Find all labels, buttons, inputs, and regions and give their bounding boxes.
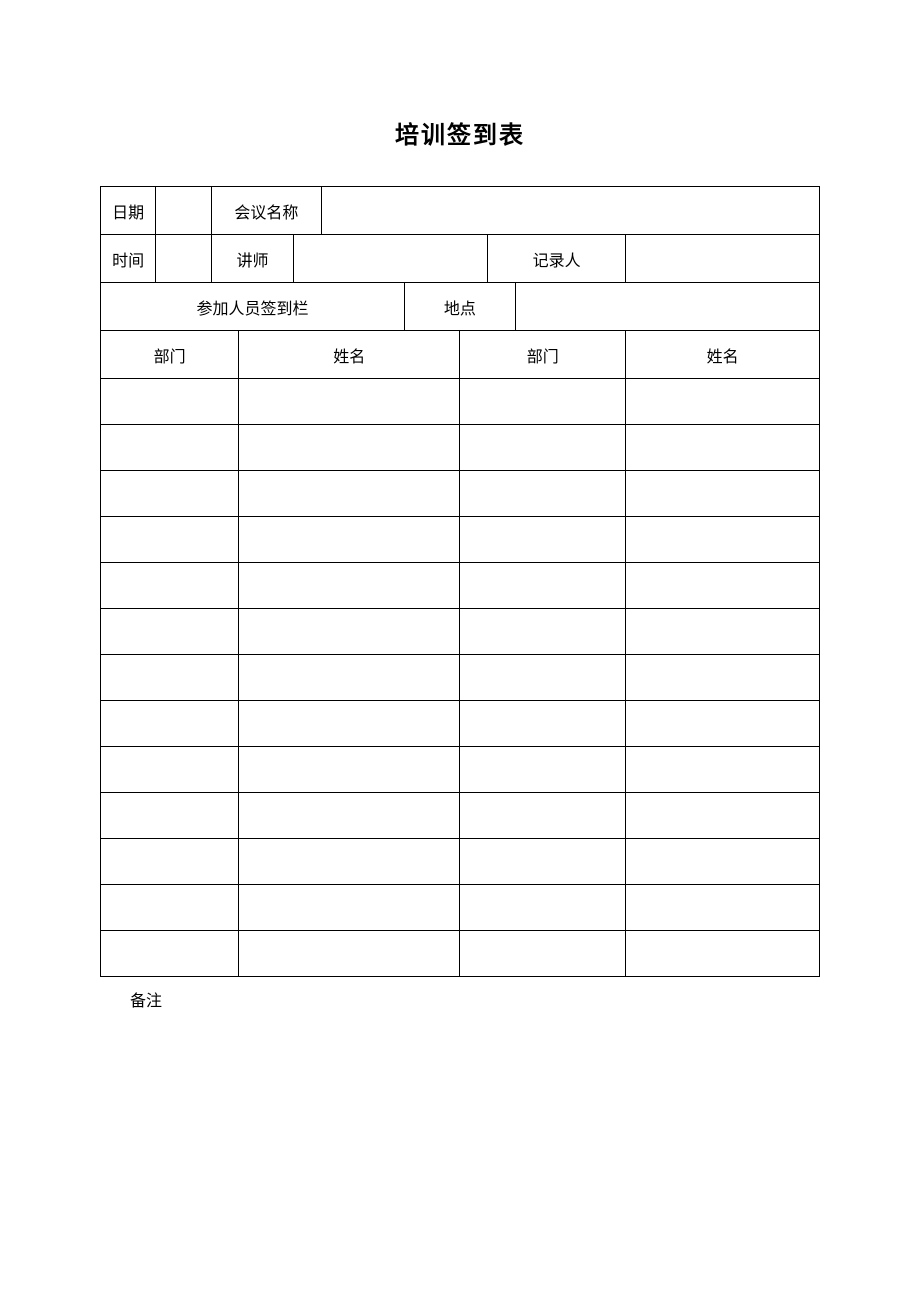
table-row xyxy=(101,701,820,747)
table-row xyxy=(101,471,820,517)
cell-dept-1[interactable] xyxy=(101,471,239,517)
table-row xyxy=(101,655,820,701)
cell-name-2[interactable] xyxy=(626,379,820,425)
cell-dept-1[interactable] xyxy=(101,563,239,609)
cell-name-1[interactable] xyxy=(239,747,460,793)
notes-label: 备注 xyxy=(100,977,820,1011)
col-header-dept-1: 部门 xyxy=(101,331,239,379)
label-lecturer: 讲师 xyxy=(211,235,294,283)
cell-dept-2[interactable] xyxy=(460,425,626,471)
cell-dept-2[interactable] xyxy=(460,563,626,609)
cell-name-2[interactable] xyxy=(626,655,820,701)
label-time: 时间 xyxy=(101,235,156,283)
cell-name-2[interactable] xyxy=(626,701,820,747)
cell-dept-2[interactable] xyxy=(460,517,626,563)
cell-name-2[interactable] xyxy=(626,563,820,609)
cell-dept-2[interactable] xyxy=(460,701,626,747)
table-row xyxy=(101,517,820,563)
table-row xyxy=(101,793,820,839)
label-date: 日期 xyxy=(101,187,156,235)
cell-name-2[interactable] xyxy=(626,471,820,517)
cell-dept-2[interactable] xyxy=(460,931,626,977)
cell-dept-1[interactable] xyxy=(101,655,239,701)
value-meeting-name[interactable] xyxy=(322,187,820,235)
cell-dept-1[interactable] xyxy=(101,839,239,885)
col-header-name-2: 姓名 xyxy=(626,331,820,379)
cell-name-1[interactable] xyxy=(239,655,460,701)
cell-name-2[interactable] xyxy=(626,793,820,839)
cell-dept-1[interactable] xyxy=(101,793,239,839)
cell-name-1[interactable] xyxy=(239,931,460,977)
table-row xyxy=(101,931,820,977)
cell-dept-2[interactable] xyxy=(460,655,626,701)
cell-name-2[interactable] xyxy=(626,425,820,471)
cell-dept-1[interactable] xyxy=(101,885,239,931)
cell-dept-2[interactable] xyxy=(460,609,626,655)
cell-dept-1[interactable] xyxy=(101,609,239,655)
cell-name-1[interactable] xyxy=(239,793,460,839)
cell-dept-1[interactable] xyxy=(101,747,239,793)
cell-dept-1[interactable] xyxy=(101,931,239,977)
cell-name-1[interactable] xyxy=(239,885,460,931)
signin-table: 日期 会议名称 时间 讲师 记录人 参加人员签到栏 地点 部门 姓名 部门 姓名 xyxy=(100,186,820,977)
cell-dept-2[interactable] xyxy=(460,471,626,517)
value-location[interactable] xyxy=(515,283,819,331)
table-row xyxy=(101,609,820,655)
cell-dept-2[interactable] xyxy=(460,839,626,885)
cell-name-1[interactable] xyxy=(239,609,460,655)
col-header-name-1: 姓名 xyxy=(239,331,460,379)
label-recorder: 记录人 xyxy=(487,235,625,283)
cell-dept-1[interactable] xyxy=(101,517,239,563)
cell-name-2[interactable] xyxy=(626,931,820,977)
row-signin-location: 参加人员签到栏 地点 xyxy=(101,283,820,331)
table-row xyxy=(101,839,820,885)
cell-dept-2[interactable] xyxy=(460,379,626,425)
page-title: 培训签到表 xyxy=(100,115,820,150)
cell-dept-2[interactable] xyxy=(460,793,626,839)
label-meeting-name: 会议名称 xyxy=(211,187,322,235)
label-location: 地点 xyxy=(405,283,516,331)
table-row xyxy=(101,885,820,931)
value-recorder[interactable] xyxy=(626,235,820,283)
cell-name-1[interactable] xyxy=(239,517,460,563)
cell-dept-1[interactable] xyxy=(101,425,239,471)
cell-name-1[interactable] xyxy=(239,379,460,425)
cell-name-2[interactable] xyxy=(626,517,820,563)
row-date-meeting: 日期 会议名称 xyxy=(101,187,820,235)
col-header-dept-2: 部门 xyxy=(460,331,626,379)
value-date[interactable] xyxy=(156,187,211,235)
table-row xyxy=(101,425,820,471)
value-time[interactable] xyxy=(156,235,211,283)
cell-name-1[interactable] xyxy=(239,563,460,609)
cell-name-2[interactable] xyxy=(626,839,820,885)
table-row xyxy=(101,379,820,425)
cell-name-1[interactable] xyxy=(239,839,460,885)
cell-name-1[interactable] xyxy=(239,425,460,471)
cell-dept-1[interactable] xyxy=(101,701,239,747)
value-lecturer[interactable] xyxy=(294,235,487,283)
cell-name-2[interactable] xyxy=(626,747,820,793)
table-row xyxy=(101,563,820,609)
row-column-headers: 部门 姓名 部门 姓名 xyxy=(101,331,820,379)
cell-name-1[interactable] xyxy=(239,471,460,517)
cell-name-2[interactable] xyxy=(626,609,820,655)
cell-name-1[interactable] xyxy=(239,701,460,747)
row-time-lecturer-recorder: 时间 讲师 记录人 xyxy=(101,235,820,283)
table-row xyxy=(101,747,820,793)
cell-dept-2[interactable] xyxy=(460,747,626,793)
label-signin-section: 参加人员签到栏 xyxy=(101,283,405,331)
cell-dept-1[interactable] xyxy=(101,379,239,425)
cell-name-2[interactable] xyxy=(626,885,820,931)
cell-dept-2[interactable] xyxy=(460,885,626,931)
